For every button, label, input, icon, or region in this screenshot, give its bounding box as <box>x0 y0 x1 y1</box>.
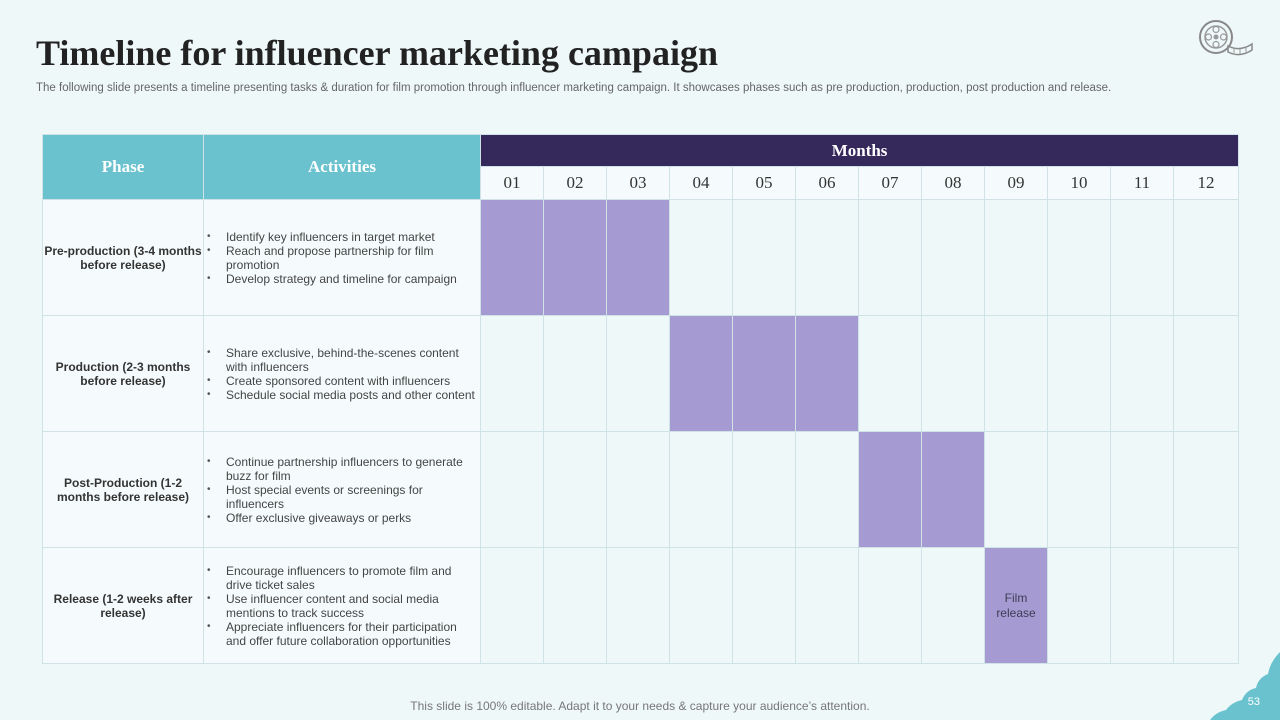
month-header: 07 <box>858 166 922 200</box>
phase-cell: Production (2-3 months before release) <box>42 315 204 432</box>
timeline-bar-cell <box>858 431 922 548</box>
activity-item: Identify key influencers in target marke… <box>207 230 480 244</box>
month-cell <box>795 199 859 316</box>
month-cell <box>1172 431 1240 548</box>
month-cell <box>1047 547 1111 664</box>
activities-cell: Identify key influencers in target marke… <box>203 199 481 316</box>
timeline-bar-cell <box>543 199 607 316</box>
slide-title: Timeline for influencer marketing campai… <box>36 33 718 73</box>
table-row: Pre-production (3-4 months before releas… <box>42 199 1240 316</box>
slide-footer: This slide is 100% editable. Adapt it to… <box>410 699 870 713</box>
timeline-table: Phase Activities Months 01 02 03 04 05 0… <box>42 134 1240 664</box>
table-row: Production (2-3 months before release)Sh… <box>42 315 1240 432</box>
month-header: 01 <box>480 166 544 200</box>
month-cell <box>921 199 985 316</box>
months-header: Months <box>479 134 1240 167</box>
phase-cell: Post-Production (1-2 months before relea… <box>42 431 204 548</box>
activities-list: Encourage influencers to promote film an… <box>204 564 480 648</box>
activity-item: Encourage influencers to promote film an… <box>207 564 480 592</box>
activities-list: Share exclusive, behind-the-scenes conte… <box>204 346 480 402</box>
month-cell <box>1110 199 1174 316</box>
month-cell <box>543 315 607 432</box>
film-reel-icon <box>1199 20 1253 56</box>
timeline-bar-cell <box>921 431 985 548</box>
table-row: Post-Production (1-2 months before relea… <box>42 431 1240 548</box>
activities-list: Continue partnership influencers to gene… <box>204 455 480 525</box>
month-cell <box>543 547 607 664</box>
phase-cell: Pre-production (3-4 months before releas… <box>42 199 204 316</box>
activity-item: Host special events or screenings for in… <box>207 483 480 511</box>
month-header: 12 <box>1172 166 1240 200</box>
timeline-bar-cell <box>606 199 670 316</box>
activity-item: Appreciate influencers for their partici… <box>207 620 480 648</box>
activities-list: Identify key influencers in target marke… <box>204 230 480 286</box>
month-cell <box>858 315 922 432</box>
month-header: 08 <box>921 166 985 200</box>
month-cell <box>1172 199 1240 316</box>
month-cell <box>1047 315 1111 432</box>
month-header: 11 <box>1110 166 1174 200</box>
month-cell <box>480 547 544 664</box>
month-cell <box>669 547 733 664</box>
month-header: 03 <box>606 166 670 200</box>
timeline-bar-cell: Film release <box>984 547 1048 664</box>
month-cell <box>1172 547 1240 664</box>
month-cell <box>606 547 670 664</box>
month-header: 06 <box>795 166 859 200</box>
activity-item: Offer exclusive giveaways or perks <box>207 511 480 525</box>
month-cell <box>921 547 985 664</box>
month-cell <box>795 431 859 548</box>
activity-item: Reach and propose partnership for film p… <box>207 244 480 272</box>
activity-item: Develop strategy and timeline for campai… <box>207 272 480 286</box>
month-cell <box>1047 199 1111 316</box>
month-cell <box>669 199 733 316</box>
timeline-bar-cell <box>732 315 796 432</box>
activities-cell: Continue partnership influencers to gene… <box>203 431 481 548</box>
month-cell <box>1047 431 1111 548</box>
timeline-bar-cell <box>669 315 733 432</box>
month-header: 04 <box>669 166 733 200</box>
activity-item: Schedule social media posts and other co… <box>207 388 480 402</box>
activity-item: Create sponsored content with influencer… <box>207 374 480 388</box>
month-cell <box>606 315 670 432</box>
activity-item: Share exclusive, behind-the-scenes conte… <box>207 346 480 374</box>
month-cell <box>480 315 544 432</box>
phase-header: Phase <box>42 134 204 200</box>
activity-item: Continue partnership influencers to gene… <box>207 455 480 483</box>
corner-decoration <box>1210 652 1280 720</box>
table-row: Release (1-2 weeks after release)Encoura… <box>42 547 1240 664</box>
activity-item: Use influencer content and social media … <box>207 592 480 620</box>
month-cell <box>1172 315 1240 432</box>
month-header: 10 <box>1047 166 1111 200</box>
page-number: 53 <box>1247 696 1260 708</box>
month-cell <box>669 431 733 548</box>
month-cell <box>984 315 1048 432</box>
month-header: 09 <box>984 166 1048 200</box>
month-header: 05 <box>732 166 796 200</box>
timeline-bar-cell <box>480 199 544 316</box>
month-cell <box>480 431 544 548</box>
month-cell <box>543 431 607 548</box>
activities-header: Activities <box>203 134 481 200</box>
timeline-bar-cell <box>795 315 859 432</box>
month-header: 02 <box>543 166 607 200</box>
activities-cell: Encourage influencers to promote film an… <box>203 547 481 664</box>
month-cell <box>858 199 922 316</box>
month-cell <box>1110 315 1174 432</box>
month-cell <box>795 547 859 664</box>
month-cell <box>732 199 796 316</box>
activities-cell: Share exclusive, behind-the-scenes conte… <box>203 315 481 432</box>
month-cell <box>732 431 796 548</box>
month-cell <box>921 315 985 432</box>
month-cell <box>1110 547 1174 664</box>
month-cell <box>858 547 922 664</box>
phase-cell: Release (1-2 weeks after release) <box>42 547 204 664</box>
slide-subtitle: The following slide presents a timeline … <box>36 82 1112 94</box>
month-cell <box>732 547 796 664</box>
month-cell <box>984 431 1048 548</box>
month-cell <box>984 199 1048 316</box>
month-cell <box>1110 431 1174 548</box>
month-cell <box>606 431 670 548</box>
